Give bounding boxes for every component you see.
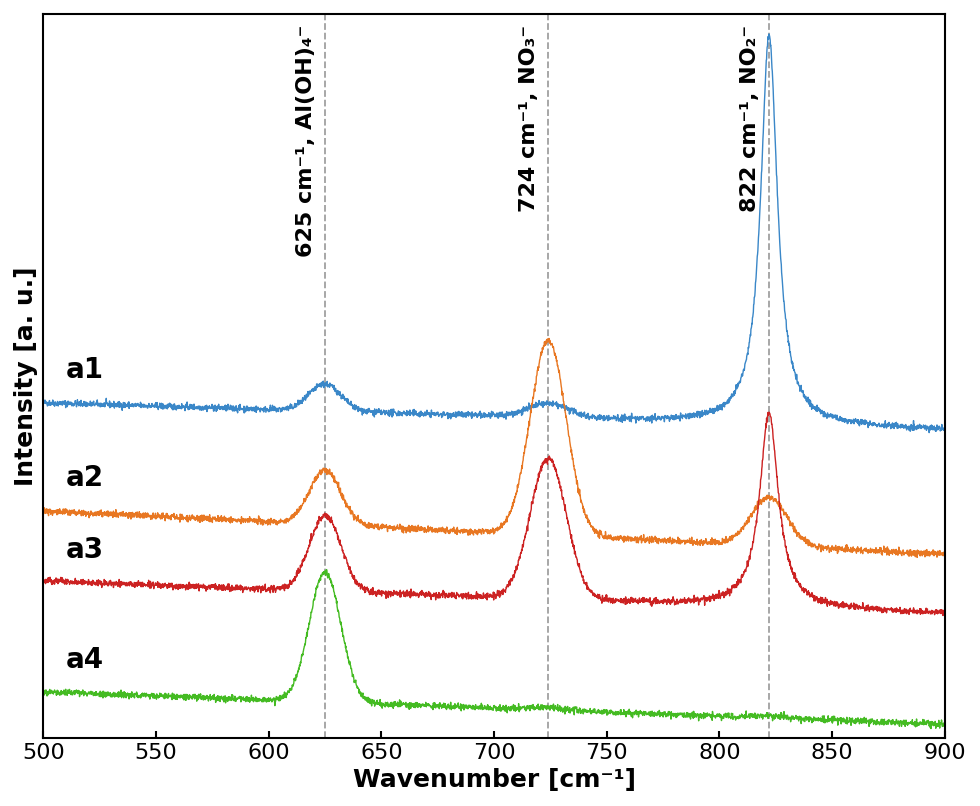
Text: a4: a4 xyxy=(66,646,104,674)
Text: 822 cm⁻¹, NO₂⁻: 822 cm⁻¹, NO₂⁻ xyxy=(740,25,760,212)
Text: a3: a3 xyxy=(66,536,104,563)
Text: a2: a2 xyxy=(66,464,104,492)
Text: a1: a1 xyxy=(66,356,104,384)
X-axis label: Wavenumber [cm⁻¹]: Wavenumber [cm⁻¹] xyxy=(353,768,636,792)
Text: 625 cm⁻¹, Al(OH)₄⁻: 625 cm⁻¹, Al(OH)₄⁻ xyxy=(296,25,317,257)
Text: 724 cm⁻¹, NO₃⁻: 724 cm⁻¹, NO₃⁻ xyxy=(519,25,539,212)
Y-axis label: Intensity [a. u.]: Intensity [a. u.] xyxy=(14,266,38,485)
